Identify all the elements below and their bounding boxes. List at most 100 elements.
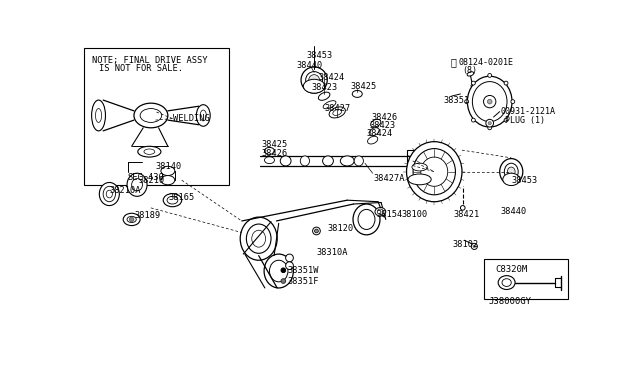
- Ellipse shape: [300, 156, 310, 166]
- Circle shape: [281, 268, 285, 273]
- Bar: [406, 150, 433, 179]
- Ellipse shape: [378, 209, 383, 214]
- Text: 38425: 38425: [262, 140, 288, 149]
- Ellipse shape: [161, 176, 175, 185]
- Ellipse shape: [103, 186, 115, 202]
- Text: IS NOT FOR SALE.: IS NOT FOR SALE.: [99, 64, 182, 73]
- Ellipse shape: [371, 119, 381, 127]
- Ellipse shape: [408, 174, 431, 185]
- Circle shape: [484, 96, 496, 108]
- Ellipse shape: [127, 217, 136, 222]
- Ellipse shape: [264, 157, 275, 164]
- Circle shape: [129, 217, 134, 222]
- Text: 38440: 38440: [500, 207, 527, 216]
- Ellipse shape: [196, 105, 210, 126]
- Text: C8320M: C8320M: [496, 265, 528, 274]
- Text: 38165: 38165: [168, 193, 195, 202]
- Ellipse shape: [504, 163, 518, 180]
- Ellipse shape: [240, 217, 277, 260]
- Text: 38351: 38351: [444, 96, 470, 105]
- Text: 38154: 38154: [376, 209, 403, 218]
- Ellipse shape: [99, 183, 119, 206]
- Text: 38210: 38210: [139, 176, 165, 185]
- Circle shape: [488, 122, 492, 125]
- Circle shape: [511, 100, 515, 103]
- Text: 38423: 38423: [312, 83, 338, 92]
- Text: 38351W: 38351W: [288, 266, 319, 275]
- Ellipse shape: [163, 194, 182, 207]
- Ellipse shape: [127, 173, 147, 196]
- Text: 38424: 38424: [319, 73, 345, 82]
- Ellipse shape: [134, 103, 168, 128]
- Circle shape: [471, 243, 477, 250]
- Ellipse shape: [92, 100, 106, 131]
- Ellipse shape: [412, 163, 428, 171]
- Circle shape: [473, 245, 476, 247]
- Ellipse shape: [301, 67, 327, 93]
- Circle shape: [285, 262, 293, 269]
- Ellipse shape: [467, 76, 512, 127]
- Circle shape: [314, 229, 318, 233]
- Ellipse shape: [95, 109, 102, 122]
- Text: Ⓑ: Ⓑ: [451, 57, 456, 67]
- Text: 38120: 38120: [327, 224, 353, 233]
- Text: 38421: 38421: [454, 209, 480, 218]
- Ellipse shape: [467, 72, 474, 76]
- Text: 38425: 38425: [350, 82, 376, 91]
- Ellipse shape: [161, 166, 175, 176]
- Ellipse shape: [140, 109, 162, 122]
- Ellipse shape: [375, 208, 386, 216]
- Ellipse shape: [503, 173, 520, 186]
- Ellipse shape: [352, 90, 362, 97]
- Circle shape: [488, 99, 492, 104]
- Ellipse shape: [329, 107, 346, 118]
- Text: 38102: 38102: [452, 240, 479, 249]
- Text: 38427: 38427: [325, 104, 351, 113]
- Ellipse shape: [420, 157, 448, 186]
- Ellipse shape: [269, 260, 288, 282]
- Ellipse shape: [264, 147, 275, 154]
- Ellipse shape: [508, 167, 515, 176]
- Circle shape: [486, 119, 493, 127]
- Ellipse shape: [132, 179, 143, 191]
- Text: 38351F: 38351F: [288, 276, 319, 286]
- Ellipse shape: [200, 110, 206, 121]
- Text: SEC.430: SEC.430: [128, 173, 164, 182]
- Circle shape: [281, 279, 285, 283]
- Text: 38310A: 38310A: [316, 248, 348, 257]
- Bar: [484, 259, 568, 299]
- Circle shape: [312, 227, 320, 235]
- Text: 38423: 38423: [369, 121, 396, 130]
- Ellipse shape: [123, 213, 140, 225]
- Ellipse shape: [280, 156, 291, 166]
- Ellipse shape: [406, 142, 462, 202]
- Text: NOTE; FINAL DRIVE ASSY: NOTE; FINAL DRIVE ASSY: [92, 55, 208, 64]
- Circle shape: [465, 100, 468, 103]
- Ellipse shape: [323, 156, 333, 166]
- Ellipse shape: [106, 190, 113, 198]
- Circle shape: [504, 81, 508, 85]
- Circle shape: [472, 81, 476, 85]
- Ellipse shape: [264, 254, 293, 288]
- Ellipse shape: [498, 276, 515, 289]
- Circle shape: [472, 118, 476, 122]
- Ellipse shape: [306, 71, 323, 89]
- Ellipse shape: [308, 75, 319, 86]
- Ellipse shape: [369, 128, 380, 135]
- Circle shape: [460, 206, 465, 210]
- Text: 38453: 38453: [511, 176, 538, 185]
- Ellipse shape: [354, 156, 364, 166]
- Text: WELDING: WELDING: [173, 114, 210, 123]
- Circle shape: [504, 118, 508, 122]
- Ellipse shape: [246, 224, 271, 253]
- Ellipse shape: [252, 230, 266, 247]
- Text: 38426: 38426: [262, 149, 288, 158]
- Ellipse shape: [471, 84, 475, 87]
- Text: 00931-2121A: 00931-2121A: [500, 107, 556, 116]
- Ellipse shape: [303, 79, 325, 93]
- Ellipse shape: [340, 156, 354, 166]
- Circle shape: [488, 74, 492, 77]
- Text: 38100: 38100: [402, 209, 428, 218]
- Ellipse shape: [333, 109, 342, 115]
- Ellipse shape: [138, 146, 161, 157]
